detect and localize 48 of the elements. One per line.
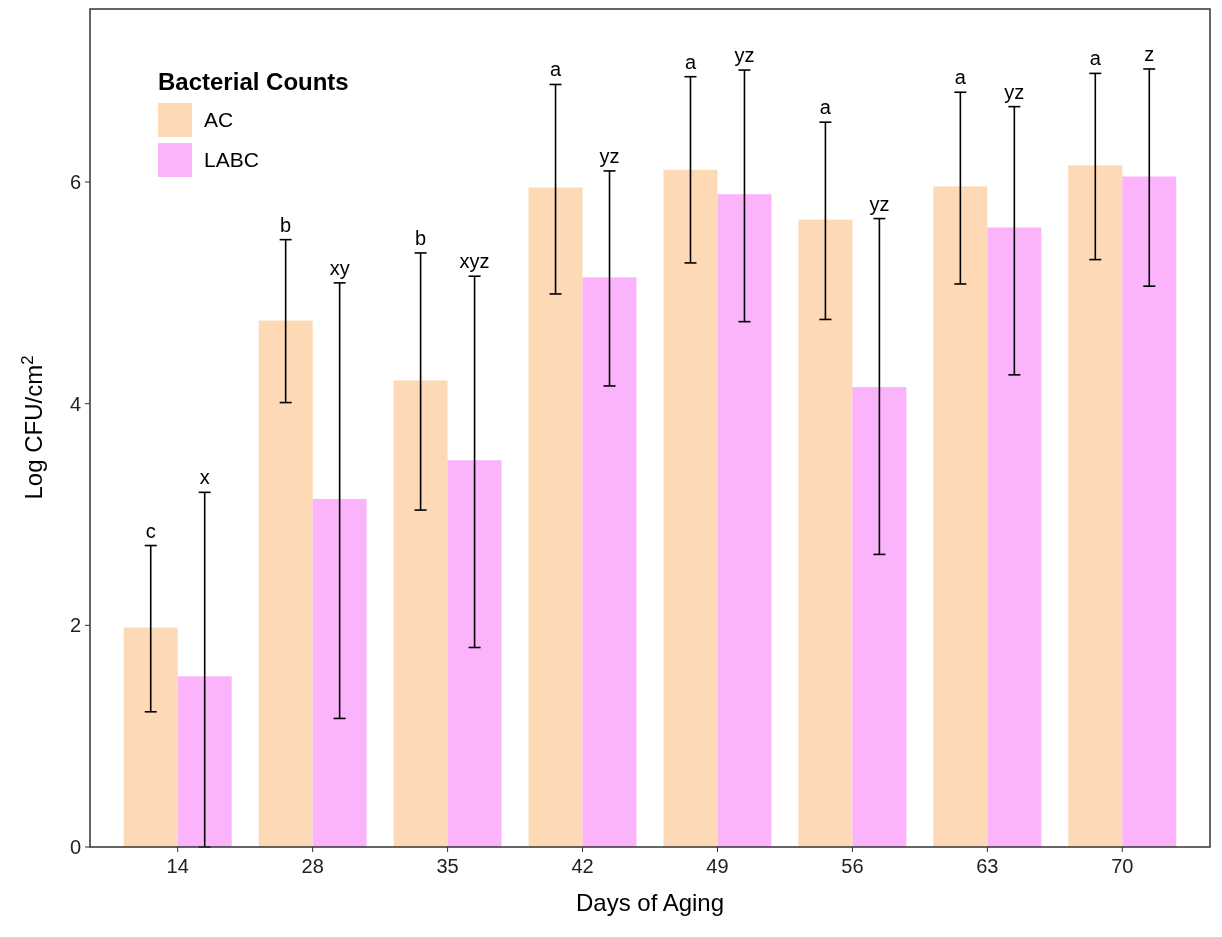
annotation: c [145,519,156,542]
annotation: yz [599,144,620,167]
bar [933,186,988,847]
annotation: a [1089,47,1102,70]
bar [663,169,718,847]
annotation: b [280,213,292,236]
annotation: z [1144,42,1155,65]
bar [258,320,313,847]
x-tick-label: 35 [436,855,459,877]
y-tick-label: 2 [69,614,81,637]
bar [582,277,637,847]
annotation: a [954,66,967,89]
y-tick-label: 4 [69,392,81,415]
annotation: b [415,226,427,249]
bar [987,227,1042,847]
bar [798,219,853,847]
x-tick-label: 63 [976,855,999,877]
bar [123,627,178,847]
x-tick-label: 56 [841,855,864,877]
annotation: xy [329,256,350,279]
bar [852,387,907,847]
x-tick-label: 70 [1111,855,1134,877]
x-axis-title: Days of Aging [575,889,725,916]
legend-label: AC [204,108,234,132]
bar [717,194,772,847]
bar [528,187,583,847]
annotation: a [819,96,832,119]
annotation: x [199,466,210,489]
x-tick-label: 49 [706,855,729,877]
bar [177,676,232,847]
bar [312,498,367,847]
x-tick-label: 42 [571,855,594,877]
legend-title: Bacterial Counts [158,68,349,95]
annotation: yz [1004,80,1025,103]
annotation: xyz [459,250,490,273]
x-tick-label: 14 [166,855,189,877]
x-tick-label: 28 [301,855,324,877]
bar [1122,176,1177,847]
y-tick-label: 6 [69,171,81,194]
annotation: yz [734,44,755,67]
annotation: a [549,58,562,81]
annotation: a [684,50,697,73]
legend-label: LABC [204,148,259,172]
bar [393,380,448,847]
annotation: yz [869,192,890,215]
bar [1068,165,1123,847]
y-tick-label: 0 [69,836,81,858]
bar [447,460,502,847]
